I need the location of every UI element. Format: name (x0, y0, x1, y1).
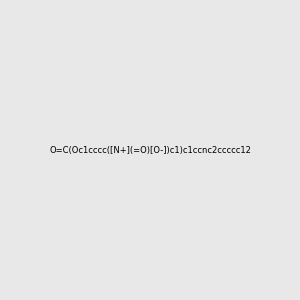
Text: O=C(Oc1cccc([N+](=O)[O-])c1)c1ccnc2ccccc12: O=C(Oc1cccc([N+](=O)[O-])c1)c1ccnc2ccccc… (49, 146, 251, 154)
